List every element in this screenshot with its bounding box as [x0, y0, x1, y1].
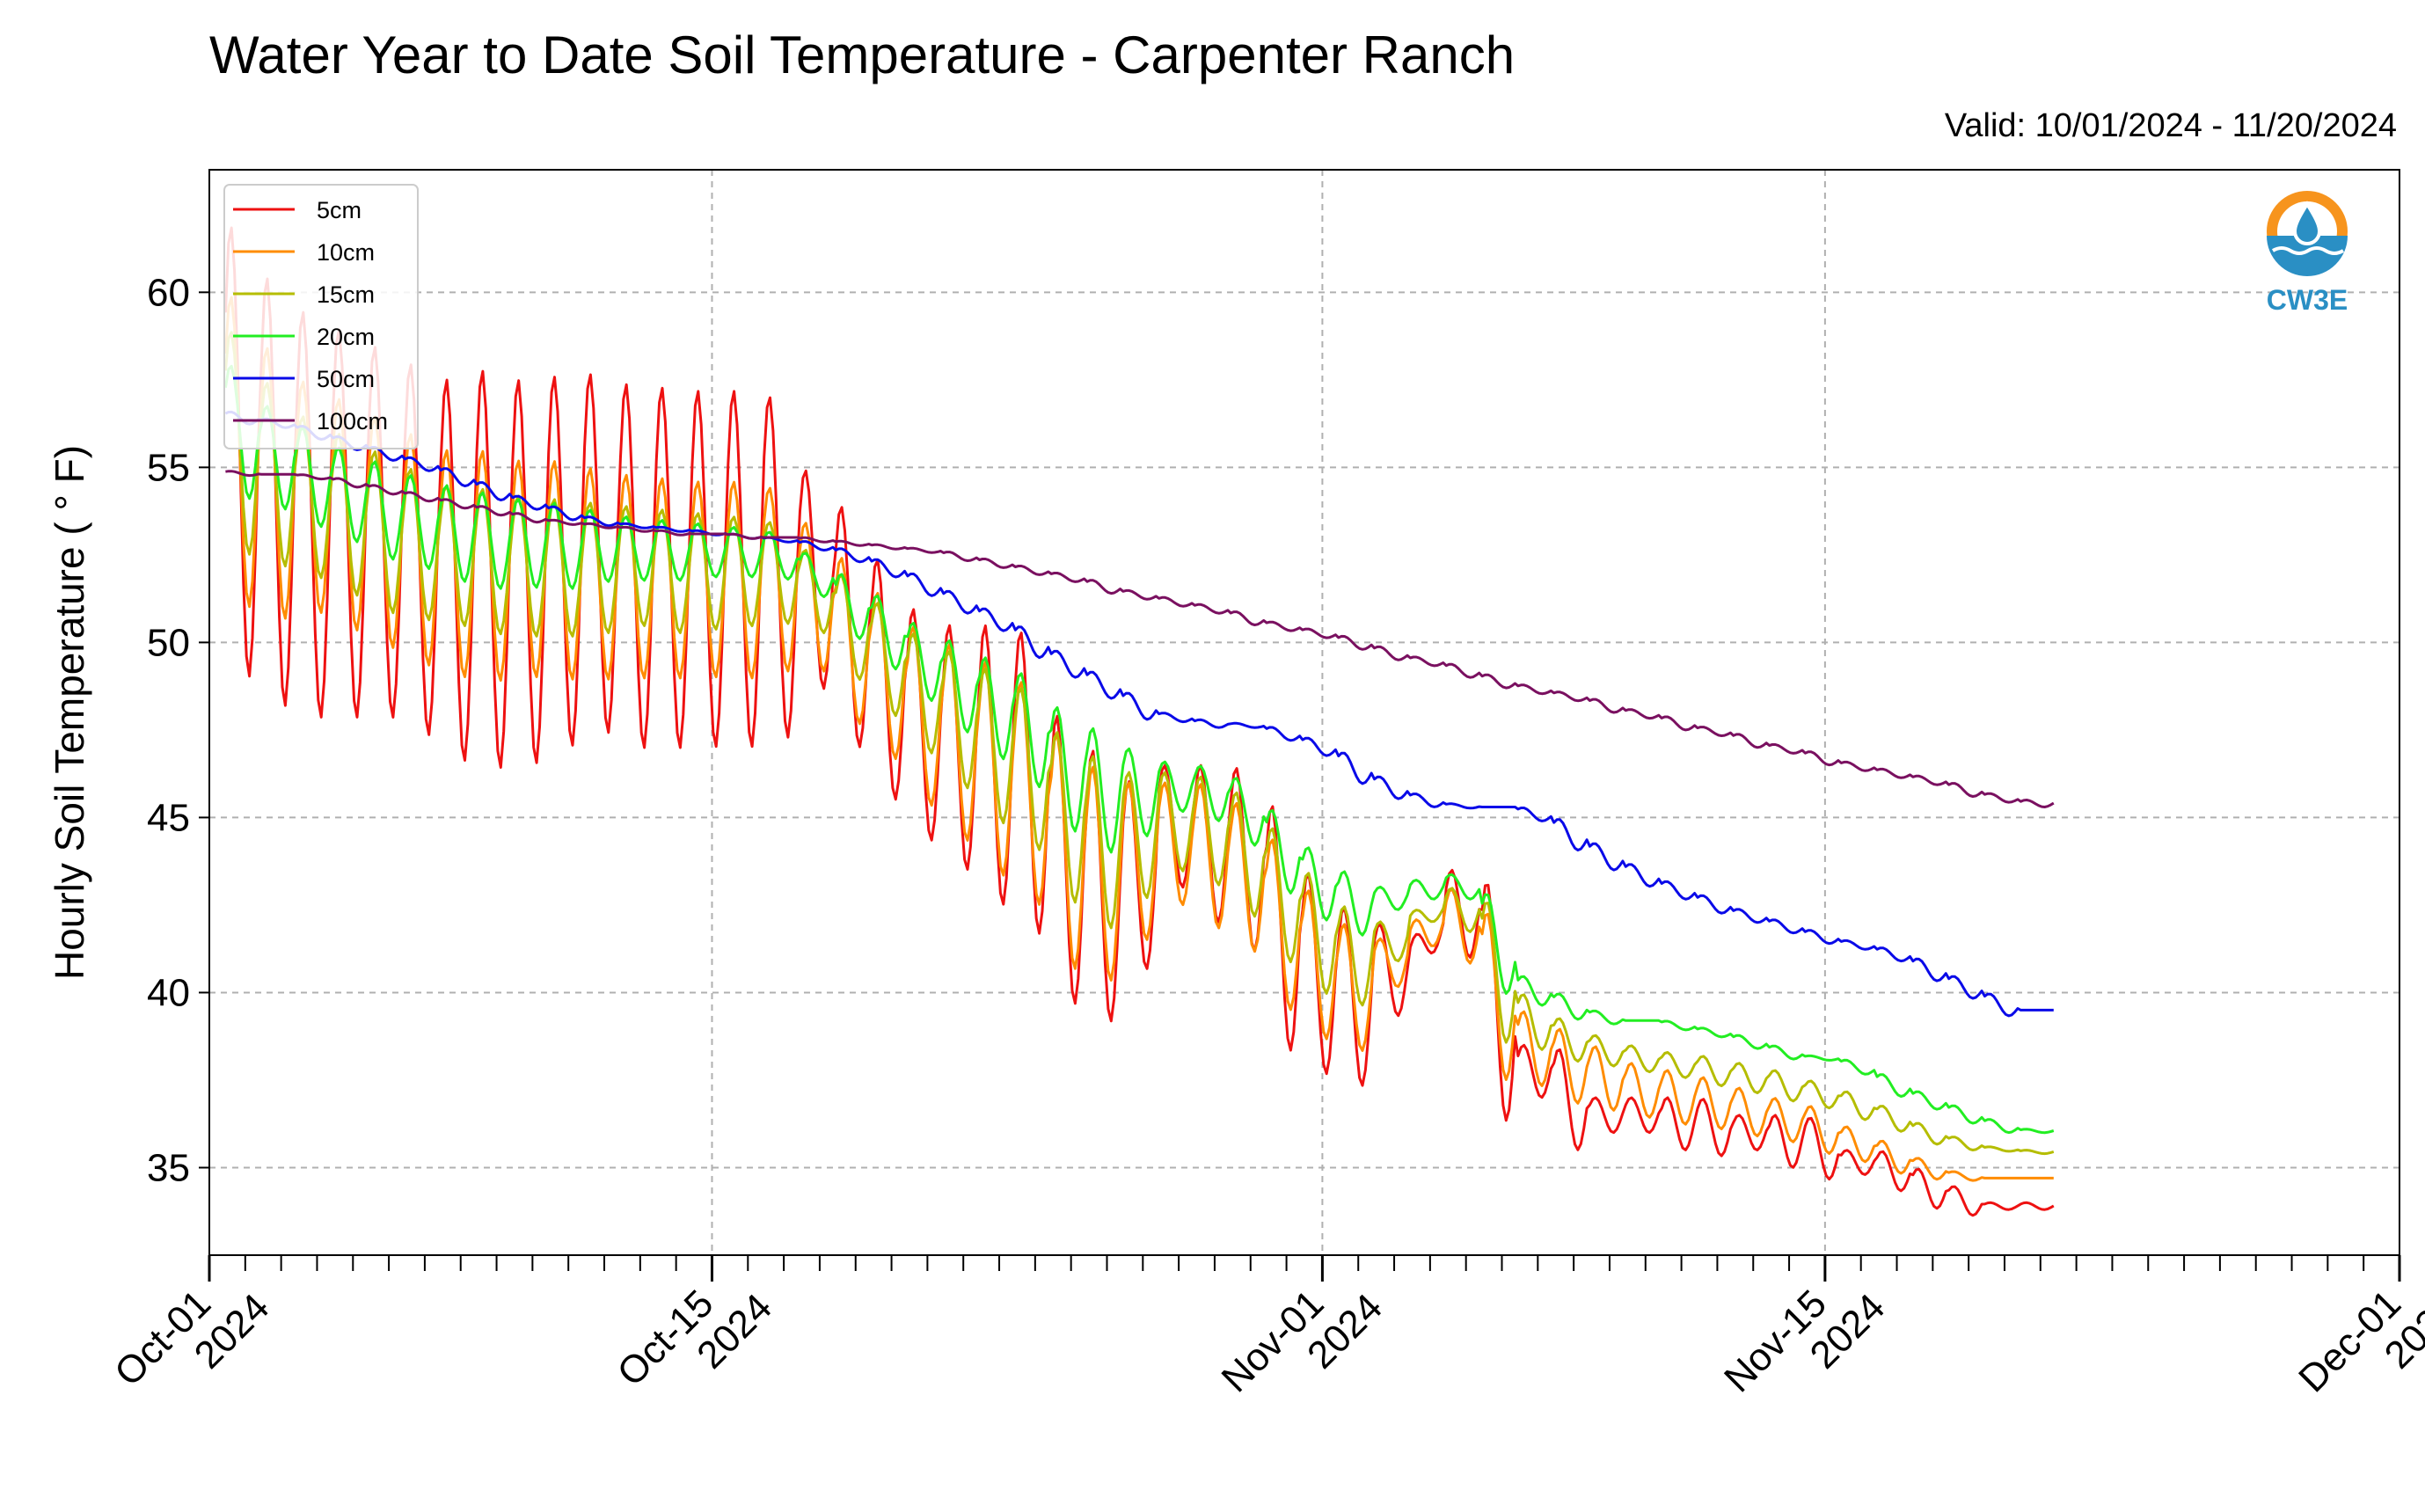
- y-tick-label: 60: [147, 271, 190, 314]
- legend-label-10cm: 10cm: [317, 239, 375, 266]
- valid-date-range: Valid: 10/01/2024 - 11/20/2024: [1944, 107, 2397, 144]
- series-line-10cm: [223, 296, 2054, 1182]
- legend-label-15cm: 15cm: [317, 281, 375, 308]
- droplet-icon: [2292, 201, 2322, 245]
- y-tick-label: 55: [147, 446, 190, 489]
- series-line-5cm: [223, 226, 2055, 1217]
- legend-label-5cm: 5cm: [317, 197, 362, 223]
- grid-lines: [208, 170, 2400, 1255]
- series-line-50cm: [224, 410, 2054, 1018]
- logo-wave-band: [2267, 236, 2348, 276]
- y-tick-label: 50: [147, 621, 190, 664]
- x-tick-label: Nov-152024: [1716, 1254, 1893, 1431]
- legend: 5cm 10cm 15cm 20cm 50cm 100cm: [223, 184, 419, 449]
- legend-label-100cm: 100cm: [317, 408, 388, 435]
- chart-title: Water Year to Date Soil Temperature - Ca…: [209, 26, 1516, 84]
- y-axis-label: Hourly Soil Temperature ( ° F): [47, 445, 92, 980]
- logo-wave-line: [2271, 246, 2345, 255]
- series-lines: [223, 226, 2055, 1217]
- x-tick-label: Oct-012024: [106, 1254, 277, 1425]
- plot-frame: [208, 169, 2400, 1256]
- x-tick-label: Oct-152024: [610, 1254, 780, 1425]
- legend-label-50cm: 50cm: [317, 366, 375, 392]
- series-line-100cm: [225, 470, 2055, 808]
- logo-text: CW3E: [2267, 284, 2348, 316]
- x-tick-label: Dec-012024: [2290, 1254, 2425, 1431]
- y-tick-label: 35: [147, 1146, 190, 1189]
- cw3e-logo: CW3E: [2267, 191, 2348, 316]
- y-tick-label: 40: [147, 971, 190, 1014]
- series-line-20cm: [223, 364, 2055, 1135]
- series-line-15cm: [223, 331, 2055, 1156]
- legend-label-20cm: 20cm: [317, 324, 375, 350]
- x-tick-label: Nov-012024: [1214, 1254, 1391, 1431]
- y-tick-label: 45: [147, 796, 190, 839]
